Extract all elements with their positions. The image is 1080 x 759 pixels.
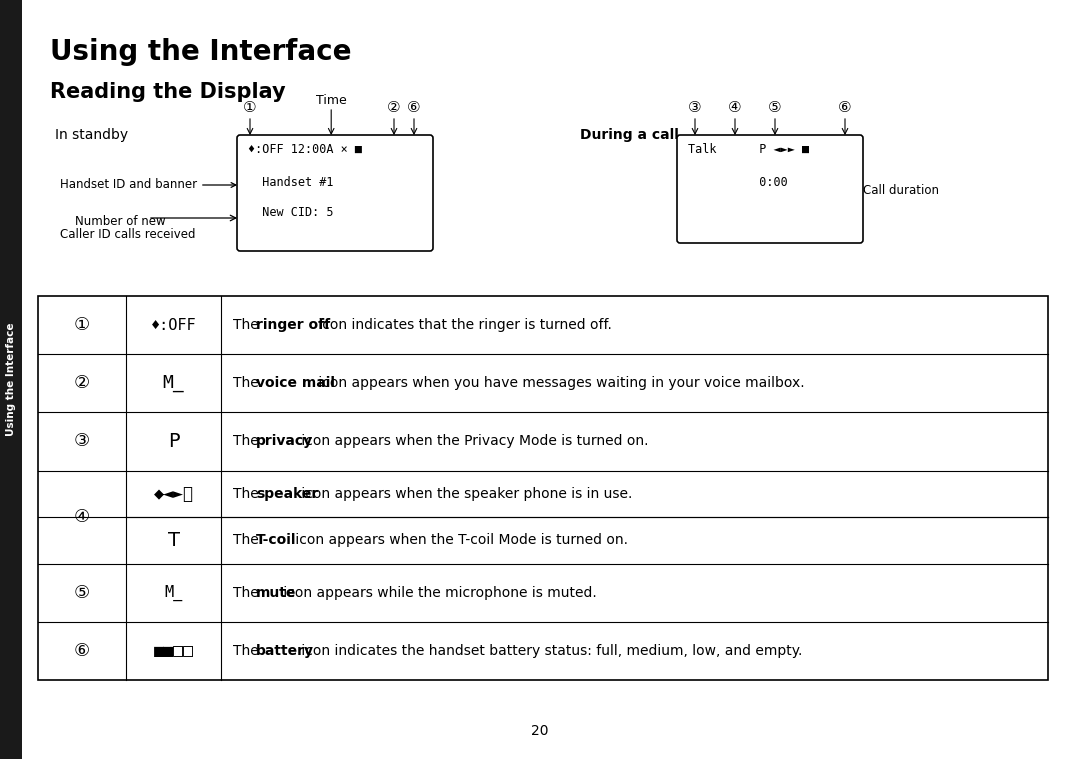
Text: ①: ①	[243, 100, 257, 115]
Text: Handset ID and banner: Handset ID and banner	[60, 178, 235, 191]
Text: P: P	[167, 432, 179, 451]
Text: The: The	[233, 487, 264, 501]
Text: Call duration: Call duration	[863, 184, 939, 197]
Text: T: T	[167, 531, 179, 550]
Text: The: The	[233, 434, 264, 449]
Text: The: The	[233, 644, 264, 658]
Text: Handset #1: Handset #1	[248, 176, 334, 189]
Text: Using the Interface: Using the Interface	[6, 323, 16, 436]
Text: ⑥: ⑥	[407, 100, 421, 115]
Text: ①: ①	[73, 316, 90, 334]
Text: icon appears when the speaker phone is in use.: icon appears when the speaker phone is i…	[297, 487, 632, 501]
Text: ⑤: ⑤	[73, 584, 90, 602]
Text: ⑤: ⑤	[768, 100, 782, 115]
Text: 0:00: 0:00	[688, 176, 787, 189]
Text: ⑥: ⑥	[838, 100, 852, 115]
Text: speaker: speaker	[256, 487, 319, 501]
Text: icon appears when you have messages waiting in your voice mailbox.: icon appears when you have messages wait…	[314, 376, 805, 390]
Bar	[0, 0, 22, 759]
Text: T-coil: T-coil	[256, 534, 297, 547]
Text: icon appears when the T-coil Mode is turned on.: icon appears when the T-coil Mode is tur…	[291, 534, 627, 547]
Text: battery: battery	[256, 644, 314, 658]
Bar	[38, 296, 1048, 680]
Text: ◆◄►⦾: ◆◄►⦾	[153, 485, 193, 502]
Text: ④: ④	[728, 100, 742, 115]
Text: ⑥: ⑥	[73, 642, 90, 660]
Text: voice mail: voice mail	[256, 376, 335, 390]
Text: The: The	[233, 534, 264, 547]
Text: icon appears when the Privacy Mode is turned on.: icon appears when the Privacy Mode is tu…	[297, 434, 648, 449]
Text: During a call: During a call	[580, 128, 679, 142]
Text: Using the Interface: Using the Interface	[50, 38, 351, 66]
Text: ♦:OFF: ♦:OFF	[151, 317, 197, 332]
Text: Reading the Display: Reading the Display	[50, 82, 285, 102]
Text: The: The	[233, 318, 264, 332]
Text: The: The	[233, 376, 264, 390]
Text: icon indicates that the ringer is turned off.: icon indicates that the ringer is turned…	[314, 318, 612, 332]
FancyBboxPatch shape	[677, 135, 863, 243]
Text: icon appears while the microphone is muted.: icon appears while the microphone is mut…	[280, 586, 597, 600]
Text: In standby: In standby	[55, 128, 129, 142]
Text: ♦:OFF 12:00A × ■: ♦:OFF 12:00A × ■	[248, 143, 362, 156]
Text: ④: ④	[73, 508, 90, 526]
Text: Number of new: Number of new	[75, 215, 165, 228]
Text: Time: Time	[315, 93, 347, 106]
Text: ②: ②	[73, 374, 90, 392]
FancyBboxPatch shape	[237, 135, 433, 251]
Text: M̲: M̲	[163, 374, 185, 392]
Text: ringer off: ringer off	[256, 318, 330, 332]
Text: ③: ③	[73, 433, 90, 450]
Text: Talk      P ◄►► ■: Talk P ◄►► ■	[688, 143, 809, 156]
Text: privacy: privacy	[256, 434, 313, 449]
Text: icon indicates the handset battery status: full, medium, low, and empty.: icon indicates the handset battery statu…	[297, 644, 802, 658]
Text: Caller ID calls received: Caller ID calls received	[60, 228, 195, 241]
Text: ③: ③	[688, 100, 702, 115]
Text: M̲: M̲	[164, 584, 183, 601]
Text: mute: mute	[256, 586, 297, 600]
Text: ②: ②	[388, 100, 401, 115]
Text: 20: 20	[531, 724, 549, 738]
Text: ■■□□: ■■□□	[153, 642, 193, 660]
Text: The: The	[233, 586, 264, 600]
Text: New CID: 5: New CID: 5	[248, 206, 334, 219]
